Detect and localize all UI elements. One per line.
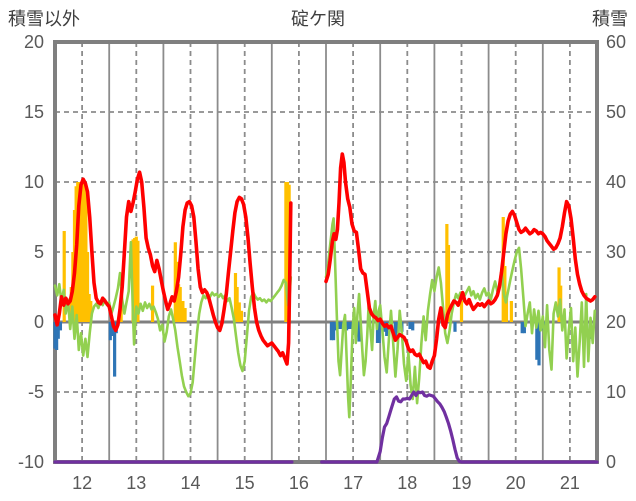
right-axis-tick-label: 40 <box>606 172 626 192</box>
right-axis-tick-label: 60 <box>606 32 626 52</box>
x-axis-tick-label: 14 <box>180 473 200 493</box>
right-axis-tick-label: 20 <box>606 312 626 332</box>
x-axis-tick-label: 17 <box>343 473 363 493</box>
x-axis-tick-label: 18 <box>397 473 417 493</box>
left-axis-tick-label: -5 <box>28 382 44 402</box>
x-axis-tick-label: 16 <box>289 473 309 493</box>
left-axis-tick-label: 5 <box>34 242 44 262</box>
red-line-series <box>324 152 597 371</box>
right-axis-tick-label: 0 <box>606 452 616 472</box>
left-axis-tick-label: 20 <box>24 32 44 52</box>
left-axis-title: 積雪以外 <box>8 9 80 29</box>
x-axis-tick-label: 12 <box>72 473 92 493</box>
right-axis-tick-label: 30 <box>606 242 626 262</box>
x-axis-tick-label: 21 <box>560 473 580 493</box>
right-axis-tick-label: 50 <box>606 102 626 122</box>
green-line-series <box>324 217 597 419</box>
x-axis-tick-label: 13 <box>126 473 146 493</box>
red-line-series <box>53 170 293 366</box>
x-axis-tick-label: 19 <box>451 473 471 493</box>
left-axis-tick-label: 0 <box>34 312 44 332</box>
right-axis-tick-label: 10 <box>606 382 626 402</box>
right-axis-title: 積雪 <box>592 9 628 29</box>
left-axis-tick-label: 15 <box>24 102 44 122</box>
x-axis-tick-label: 15 <box>235 473 255 493</box>
chart-title: 碇ケ関 <box>291 9 345 29</box>
purple-line-series <box>320 390 599 464</box>
left-axis-tick-label: 10 <box>24 172 44 192</box>
left-axis-tick-label: -10 <box>18 452 44 472</box>
x-axis-tick-label: 20 <box>506 473 526 493</box>
